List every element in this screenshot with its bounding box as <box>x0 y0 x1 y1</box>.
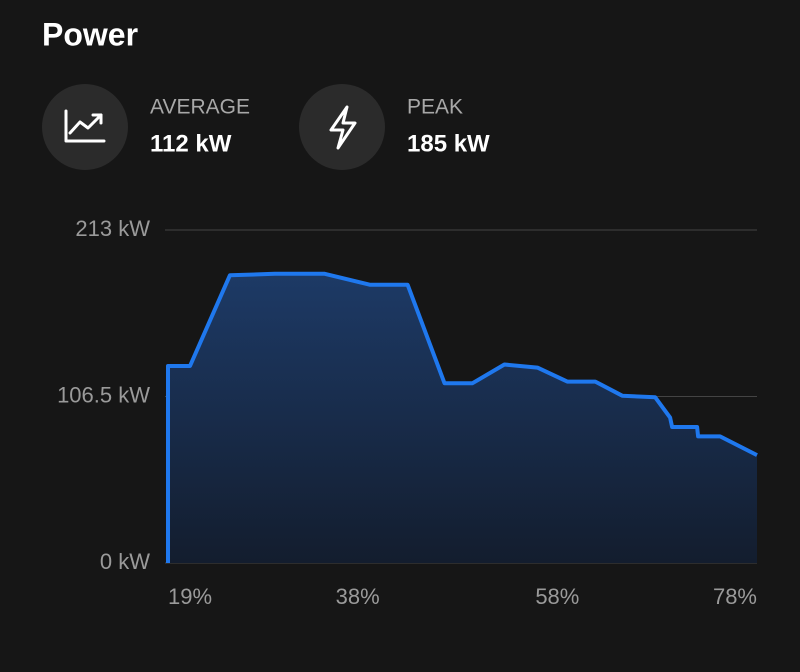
bolt-icon <box>329 105 357 150</box>
y-tick-label: 106.5 kW <box>57 382 150 407</box>
x-tick-label: 38% <box>336 584 380 609</box>
y-tick-label: 213 kW <box>75 216 150 241</box>
chart-icon <box>64 109 106 143</box>
x-tick-label: 58% <box>535 584 579 609</box>
x-tick-label: 19% <box>168 584 212 609</box>
area-fill <box>168 273 757 563</box>
stat-value: 185 kW <box>407 130 490 157</box>
stat-label: AVERAGE <box>150 96 250 119</box>
stat-icon-bg <box>299 84 385 170</box>
stat-label: PEAK <box>407 96 463 119</box>
y-tick-label: 0 kW <box>100 549 150 574</box>
power-line <box>166 271 758 563</box>
x-tick-label: 78% <box>713 584 757 609</box>
title: Power <box>42 16 138 52</box>
stat-value: 112 kW <box>150 130 232 157</box>
